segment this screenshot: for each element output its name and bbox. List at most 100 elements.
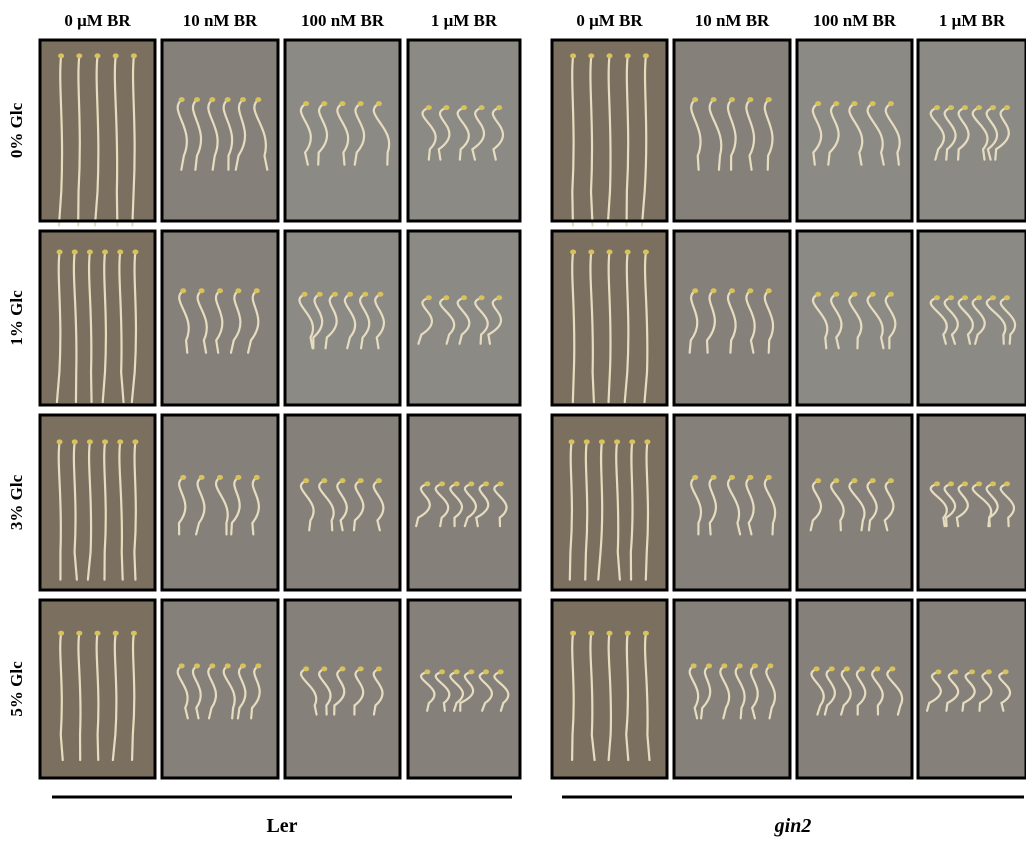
cotyledon [767, 663, 773, 668]
column-header: 10 nM BR [695, 11, 770, 30]
cotyledon [643, 53, 649, 58]
cotyledon [454, 669, 460, 674]
cotyledon [58, 631, 64, 636]
seedling-photo [408, 600, 520, 778]
cotyledon [588, 631, 594, 636]
cotyledon [570, 53, 576, 58]
cotyledon [844, 666, 850, 671]
cotyledon [194, 663, 200, 668]
cotyledon [461, 295, 467, 300]
cotyledon [340, 666, 346, 671]
cotyledon [643, 249, 649, 254]
seedling-photo [162, 415, 278, 590]
genotype-label: Ler [266, 815, 297, 837]
cotyledon [625, 53, 631, 58]
cotyledon [644, 439, 650, 444]
photo-background [162, 231, 278, 405]
photo-background [918, 415, 1026, 590]
cotyledon [209, 663, 215, 668]
cotyledon [240, 97, 246, 102]
cotyledon [424, 669, 430, 674]
cotyledon [199, 475, 205, 480]
cotyledon [570, 631, 576, 636]
cotyledon [692, 475, 698, 480]
cotyledon [131, 631, 137, 636]
seedling-photo [162, 231, 278, 405]
cotyledon [952, 669, 958, 674]
seedling-photo [40, 231, 155, 405]
seedling-photo [408, 231, 520, 405]
cotyledon [426, 295, 432, 300]
cotyledon [935, 669, 941, 674]
cotyledon [607, 53, 613, 58]
cotyledon [1004, 295, 1010, 300]
cotyledon [132, 439, 138, 444]
cotyledon [376, 101, 382, 106]
cotyledon [217, 288, 223, 293]
cotyledon [815, 478, 821, 483]
cotyledon [58, 53, 64, 58]
seedling-photo [40, 600, 155, 778]
cotyledon [889, 666, 895, 671]
cotyledon [814, 666, 820, 671]
cotyledon [131, 53, 137, 58]
cotyledon [340, 478, 346, 483]
cotyledon [439, 669, 445, 674]
cotyledon [483, 481, 489, 486]
cotyledon [479, 105, 485, 110]
cotyledon [240, 663, 246, 668]
cotyledon [72, 249, 78, 254]
cotyledon [113, 631, 119, 636]
cotyledon [303, 478, 309, 483]
seedling-photo [285, 415, 400, 590]
cotyledon [870, 101, 876, 106]
cotyledon [888, 101, 894, 106]
cotyledon [990, 105, 996, 110]
cotyledon [1003, 669, 1009, 674]
cotyledon [95, 631, 101, 636]
cotyledon [948, 481, 954, 486]
cotyledon [443, 295, 449, 300]
cotyledon [870, 478, 876, 483]
photo-background [408, 600, 520, 778]
cotyledon [737, 663, 743, 668]
cotyledon [439, 481, 445, 486]
cotyledon [990, 481, 996, 486]
cotyledon [199, 288, 205, 293]
photo-background [162, 600, 278, 778]
cotyledon [235, 475, 241, 480]
cotyledon [766, 475, 772, 480]
seedling-photo [674, 231, 790, 405]
seedling-photo [674, 40, 790, 221]
cotyledon [569, 439, 575, 444]
seedling-photo [674, 415, 790, 590]
cotyledon [358, 101, 364, 106]
column-header: 100 nM BR [813, 11, 897, 30]
column-header: 1 μM BR [431, 11, 498, 30]
cotyledon [711, 288, 717, 293]
cotyledon [479, 295, 485, 300]
photo-background [285, 40, 400, 221]
cotyledon [1004, 481, 1010, 486]
cotyledon [607, 631, 613, 636]
cotyledon [962, 295, 968, 300]
cotyledon [117, 439, 123, 444]
seedling-photo [285, 231, 400, 405]
cotyledon [766, 288, 772, 293]
cotyledon [729, 288, 735, 293]
seedling-photo [40, 415, 155, 590]
cotyledon [625, 249, 631, 254]
figure: Ler gin2 0 μM BR10 nM BR100 nM BR1 μM BR… [0, 0, 1026, 842]
cotyledon [692, 288, 698, 293]
cotyledon [969, 669, 975, 674]
cotyledon [303, 101, 309, 106]
cotyledon [235, 288, 241, 293]
cotyledon [588, 53, 594, 58]
cotyledon [358, 666, 364, 671]
cotyledon [934, 105, 940, 110]
cotyledon [209, 97, 215, 102]
cotyledon [72, 439, 78, 444]
cotyledon [180, 288, 186, 293]
cotyledon [347, 292, 353, 297]
cotyledon [102, 249, 108, 254]
